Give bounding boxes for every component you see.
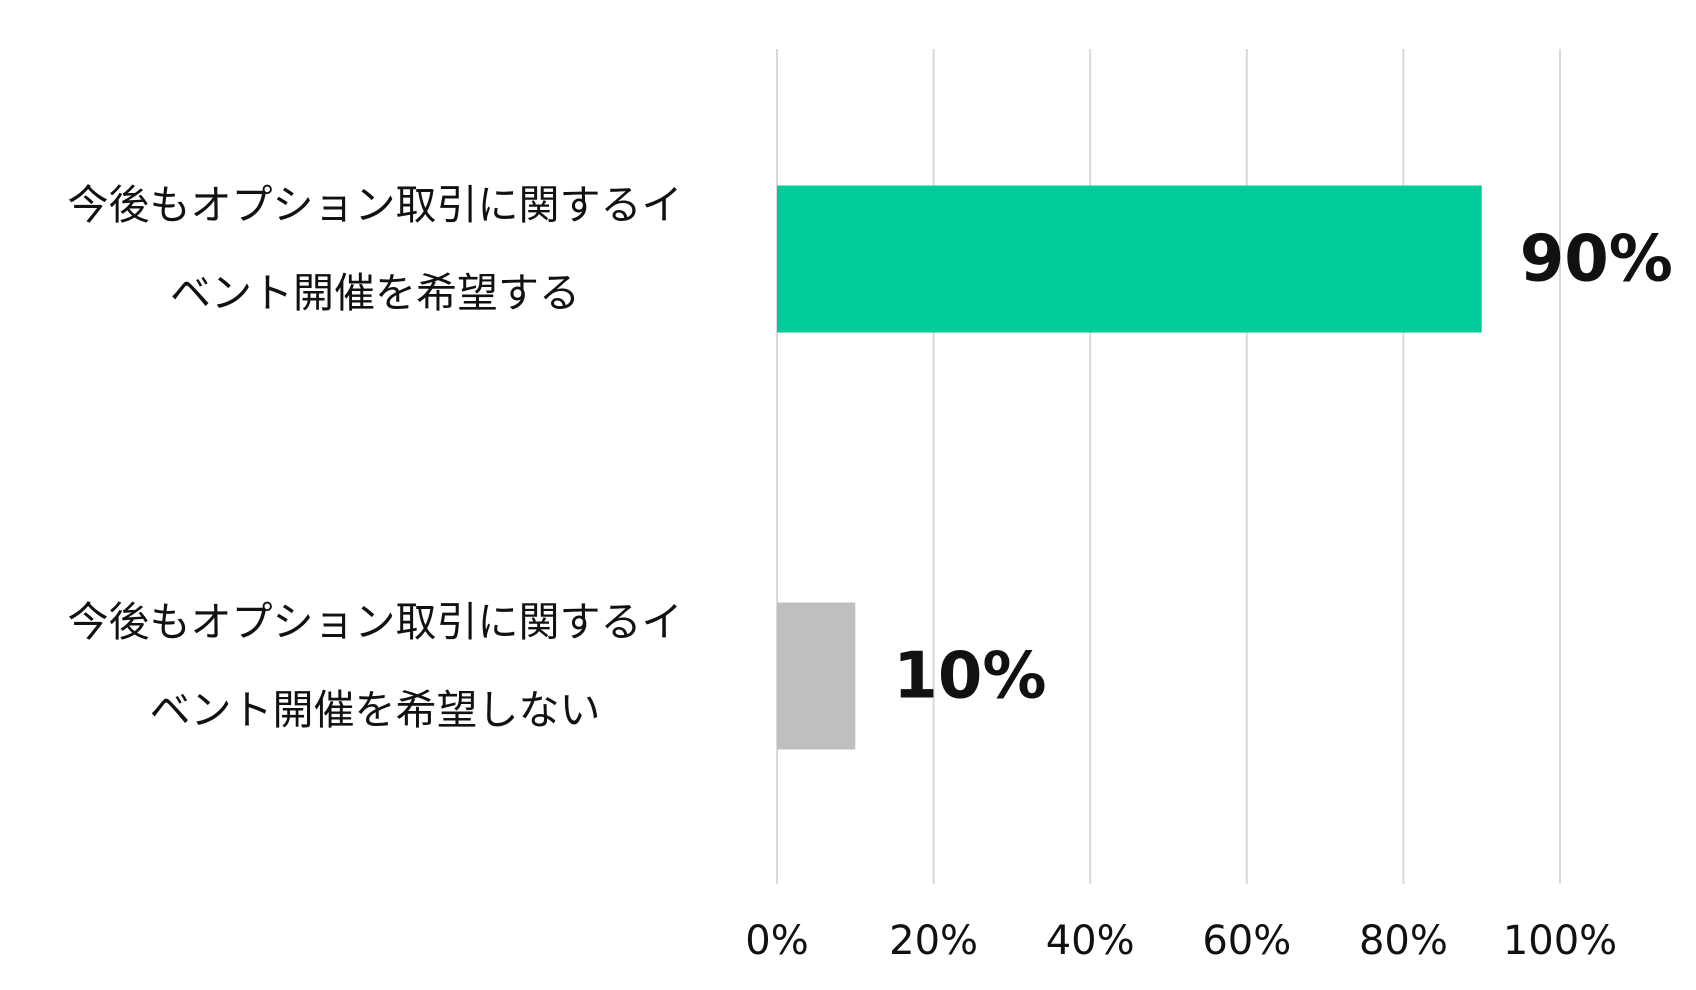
x-tick-label: 40%: [1046, 918, 1135, 964]
x-tick-label: 60%: [1202, 918, 1291, 964]
bar: [777, 185, 1482, 333]
x-tick-label: 0%: [745, 918, 808, 964]
value-label: 10%: [893, 640, 1046, 714]
bar: [777, 602, 856, 750]
category-label: 今後もオプション取引に関するイベント開催を希望する: [67, 181, 683, 317]
value-label: 90%: [1520, 223, 1673, 297]
category-label: 今後もオプション取引に関するイベント開催を希望しない: [67, 598, 683, 734]
x-tick-label: 20%: [889, 918, 978, 964]
x-tick-label: 100%: [1503, 918, 1617, 964]
x-tick-label: 80%: [1359, 918, 1448, 964]
